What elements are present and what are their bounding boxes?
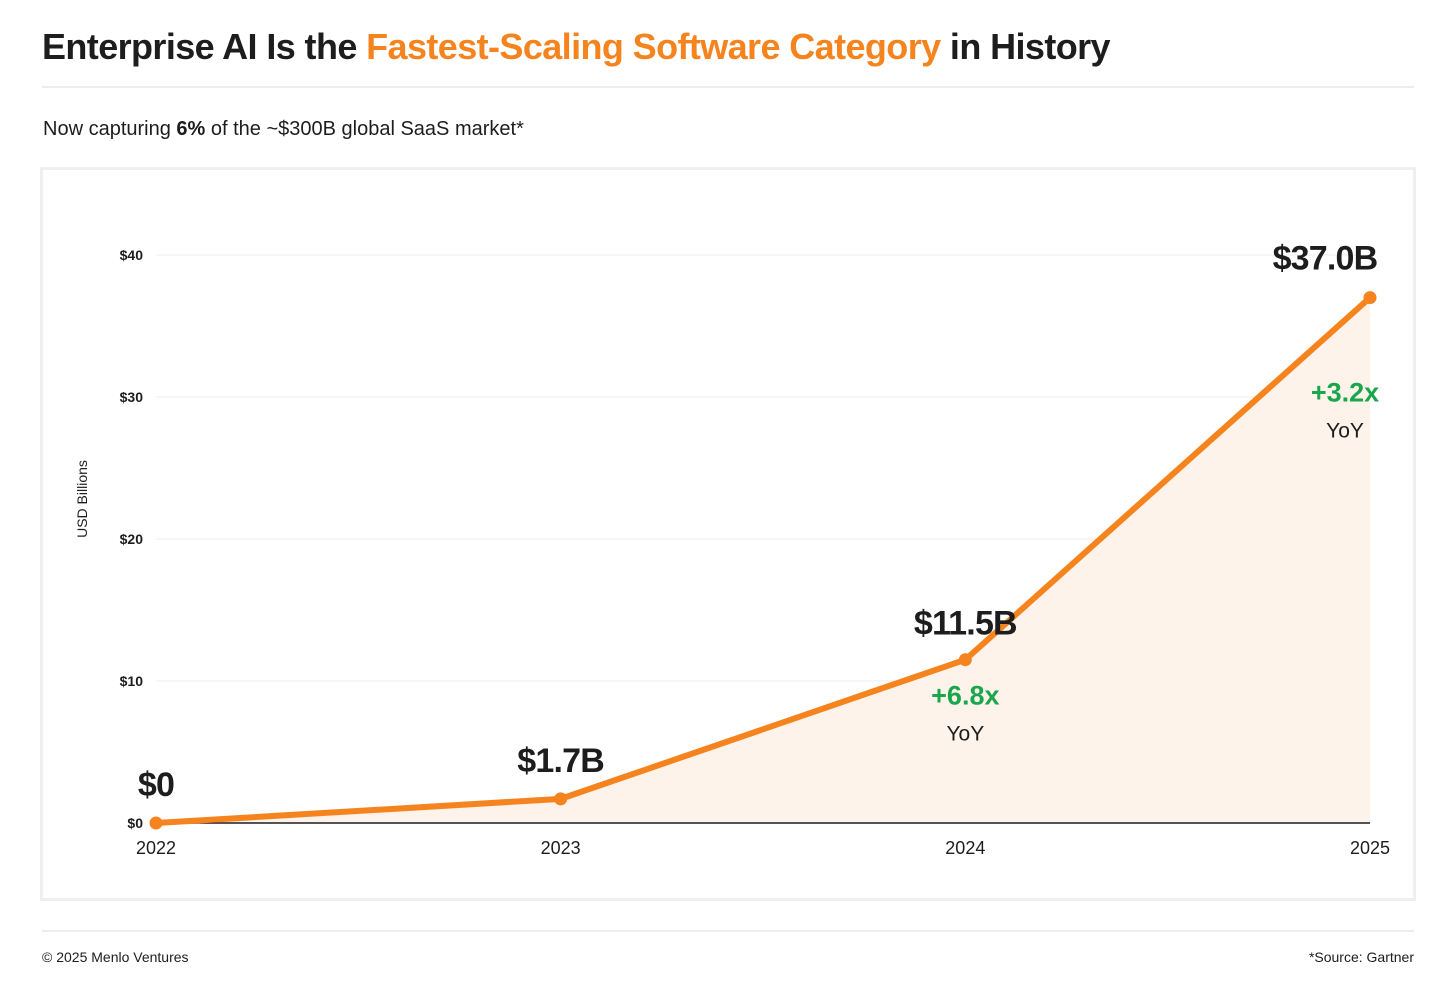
x-tick-label: 2024 bbox=[945, 838, 985, 858]
growth-annotation: +3.2x bbox=[1311, 378, 1379, 408]
data-point bbox=[1363, 291, 1377, 305]
page-subtitle: Now capturing 6% of the ~$300B global Sa… bbox=[43, 118, 524, 141]
data-label: $1.7B bbox=[517, 742, 604, 780]
header-divider bbox=[42, 86, 1414, 88]
x-tick-label: 2023 bbox=[541, 838, 581, 858]
growth-period: YoY bbox=[1326, 420, 1364, 443]
title-accent: Fastest-Scaling Software Category bbox=[366, 26, 941, 67]
data-point bbox=[958, 653, 972, 667]
data-label: $37.0B bbox=[1273, 240, 1378, 278]
chart-panel: $0 $10 $20 $30 $40 USD Billions 2022 2023 2024 20… bbox=[40, 167, 1416, 901]
series-line bbox=[153, 294, 1373, 826]
data-label: $0 bbox=[138, 766, 174, 804]
growth-annotation: +6.8x bbox=[931, 681, 999, 711]
source-note: *Source: Gartner bbox=[1308, 949, 1414, 965]
data-point bbox=[554, 792, 568, 806]
data-label: $11.5B bbox=[914, 605, 1017, 643]
y-tick-label: $30 bbox=[120, 389, 144, 405]
area-fill bbox=[156, 297, 1370, 824]
subtitle-prefix: Now capturing bbox=[43, 118, 177, 140]
y-tick-label: $40 bbox=[120, 247, 144, 263]
data-point bbox=[149, 816, 163, 830]
x-tick-label: 2022 bbox=[136, 838, 176, 858]
page-title: Enterprise AI Is the Fastest-Scaling Sof… bbox=[42, 26, 1111, 68]
subtitle-bold: 6% bbox=[176, 118, 206, 140]
growth-period: YoY bbox=[946, 723, 984, 746]
footer-divider bbox=[42, 930, 1414, 932]
y-tick-label: $0 bbox=[127, 815, 143, 831]
subtitle-suffix: of the ~$300B global SaaS market* bbox=[205, 118, 524, 140]
line-area-chart: $0 $10 $20 $30 $40 USD Billions 2022 2023 2024 20… bbox=[74, 240, 1390, 858]
y-tick-label: $10 bbox=[120, 673, 144, 689]
title-part-1: Enterprise AI Is the bbox=[42, 26, 367, 67]
y-tick-label: $20 bbox=[120, 531, 144, 547]
copyright-text: © 2025 Menlo Ventures bbox=[42, 949, 189, 965]
y-axis-label: USD Billions bbox=[74, 460, 90, 538]
x-tick-label: 2025 bbox=[1350, 838, 1390, 858]
title-part-2: in History bbox=[940, 26, 1111, 67]
